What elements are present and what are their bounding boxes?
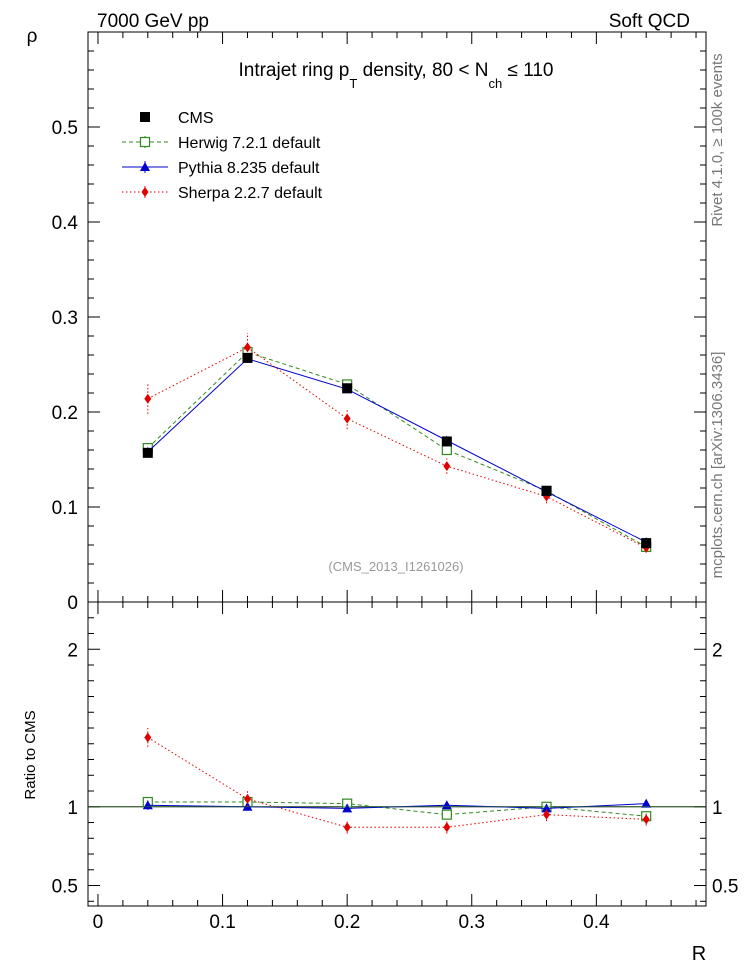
ratio-point (342, 803, 353, 813)
header-right: Soft QCD (609, 11, 690, 32)
ratio-tick-label-left: 0.5 (52, 877, 78, 898)
series-cms (142, 352, 652, 549)
legend-label: Herwig 7.2.1 default (178, 135, 321, 152)
legend-marker (140, 112, 150, 122)
ratio-point (441, 800, 452, 810)
x-tick-label: 0 (93, 912, 104, 933)
title-tail: ≤ 110 (502, 60, 553, 81)
legend-label: CMS (178, 110, 214, 127)
y-tick-label: 0 (67, 593, 78, 614)
ratio-tick-label-right: 2 (712, 640, 723, 661)
series-line (147, 346, 647, 549)
y-tick-label: 0.4 (52, 213, 79, 234)
rivet-label: Rivet 4.1.0, ≥ 100k events (709, 53, 726, 226)
series-pythia (142, 353, 652, 547)
legend-marker (141, 187, 149, 197)
series-line (147, 358, 647, 543)
legend-item-cms: CMS (140, 110, 214, 127)
ratio-series-herwig (142, 796, 652, 822)
ratio-plot-border (87, 601, 707, 907)
data-point (342, 383, 353, 394)
main-plot-frame: 0 0.1 0.2 0.3 0.4 0.5 (52, 31, 707, 906)
data-point (243, 342, 251, 353)
data-point (641, 538, 652, 549)
y-tick-label: 0.5 (52, 118, 78, 139)
ratio-tick-label-right: 0.5 (712, 877, 738, 898)
ratio-point (343, 822, 351, 833)
ratio-point (443, 822, 451, 833)
legend-marker (139, 136, 151, 148)
data-point (142, 447, 153, 458)
data-point (441, 436, 452, 447)
ratio-line (147, 803, 647, 809)
title-sub-ch: ch (488, 76, 502, 91)
mcplots-label: mcplots.cern.ch [arXiv:1306.3436] (709, 352, 726, 579)
y-tick-label: 0.1 (52, 498, 78, 519)
legend: CMS Herwig 7.2.1 default Pythia 8.235 defa… (122, 110, 323, 202)
ratio-point (641, 798, 652, 808)
title-mid: density, 80 < N (357, 60, 488, 81)
legend-item-herwig: Herwig 7.2.1 default (122, 135, 321, 152)
ratio-tick-label-right: 1 (712, 798, 723, 819)
ratio-tick-label-left: 2 (67, 640, 78, 661)
ratio-axis-label: Ratio to CMS (22, 710, 39, 799)
ratio-point (642, 814, 650, 825)
ratio-series-group (88, 728, 706, 834)
analysis-id: (CMS_2013_I1261026) (328, 559, 463, 574)
header-left: 7000 GeV pp (97, 11, 209, 32)
legend-label: Sherpa 2.2.7 default (178, 185, 323, 202)
legend-item-sherpa: Sherpa 2.2.7 default (122, 185, 323, 202)
title-sub-t: T (349, 76, 357, 91)
data-point (144, 393, 152, 404)
series-herwig (142, 346, 652, 553)
title-main: Intrajet ring p (238, 60, 349, 81)
x-axis-label: R (692, 943, 706, 965)
main-series-group (142, 333, 652, 553)
data-point (242, 352, 253, 363)
x-tick-label: 0.2 (334, 912, 360, 933)
data-point (443, 461, 451, 472)
x-tick-label: 0.1 (209, 912, 235, 933)
ratio-line (147, 801, 647, 817)
data-point (441, 444, 452, 456)
series-line (147, 351, 647, 548)
ratio-series-sherpa (144, 728, 650, 834)
x-tick-label: 0.4 (583, 912, 610, 933)
ratio-plot-frame: 0 0.1 0.2 0.3 0.4 0.5 0.5 1 1 2 2 (52, 601, 738, 933)
ratio-line (147, 737, 647, 828)
ratio-point (543, 809, 551, 820)
ratio-point (243, 793, 251, 804)
legend-item-pythia: Pythia 8.235 default (122, 160, 320, 177)
ratio-point (144, 732, 152, 743)
ratio-point (441, 809, 452, 820)
legend-label: Pythia 8.235 default (178, 160, 320, 177)
x-tick-label: 0.3 (459, 912, 485, 933)
chart-title: Intrajet ring pT density, 80 < Nch ≤ 110 (238, 60, 553, 91)
ratio-tick-label-left: 1 (67, 798, 78, 819)
ratio-series-pythia (142, 798, 652, 813)
data-point (343, 413, 351, 424)
legend-marker (140, 162, 150, 171)
y-tick-label: 0.3 (52, 308, 78, 329)
series-sherpa (144, 333, 650, 553)
ratio-point (541, 803, 552, 813)
y-tick-label: 0.2 (52, 403, 78, 424)
y-axis-label: ρ (27, 26, 38, 47)
data-point (541, 485, 552, 496)
